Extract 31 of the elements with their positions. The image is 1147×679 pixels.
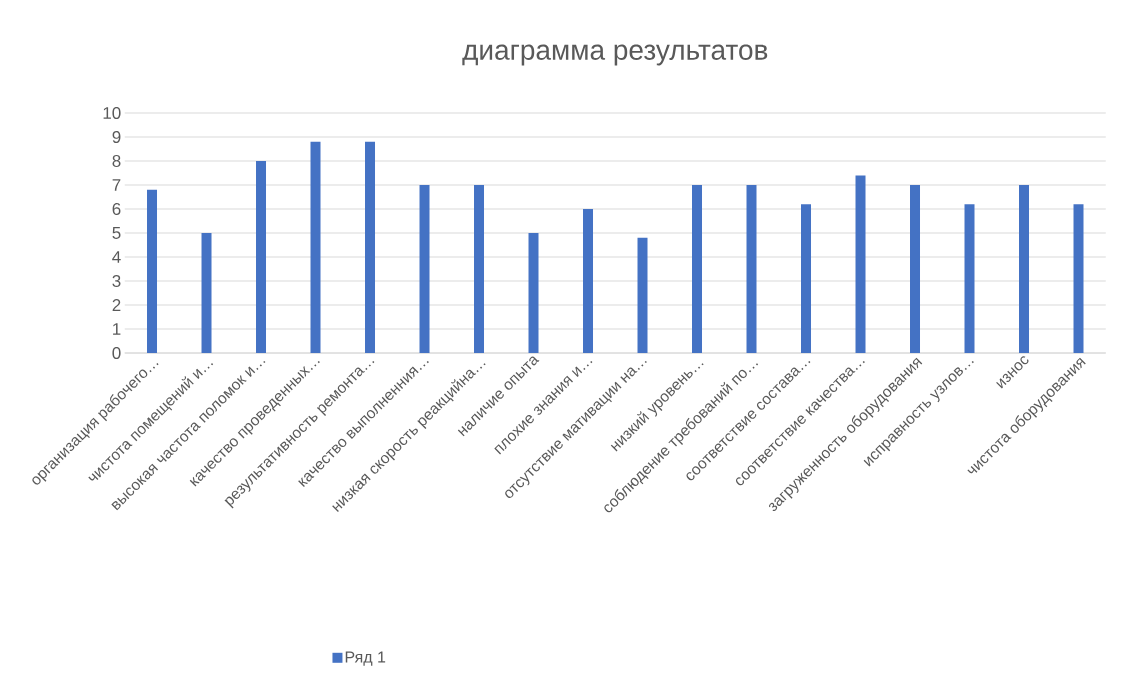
y-tick-label: 9 xyxy=(112,130,121,144)
bar xyxy=(746,184,757,353)
bar xyxy=(964,204,975,353)
bar xyxy=(147,189,158,353)
bar xyxy=(637,237,648,353)
bar xyxy=(256,160,267,353)
bar xyxy=(692,184,703,353)
bar xyxy=(474,184,485,353)
y-tick-label: 8 xyxy=(112,154,121,168)
bar xyxy=(583,208,594,353)
bar xyxy=(801,204,812,353)
chart-title: диаграмма результатов xyxy=(462,44,768,66)
y-tick-label: 6 xyxy=(112,202,121,216)
y-tick-label: 3 xyxy=(112,274,121,288)
bar xyxy=(419,184,430,353)
y-tick-label: 4 xyxy=(112,251,121,263)
bar xyxy=(1073,204,1084,353)
bar xyxy=(365,141,376,353)
y-tick-label: 5 xyxy=(112,227,121,239)
y-tick-label: 2 xyxy=(112,299,121,311)
bar xyxy=(310,141,321,353)
y-tick-label: 10 xyxy=(103,106,121,120)
bar xyxy=(855,175,866,353)
y-tick-label: 0 xyxy=(112,346,121,360)
bar xyxy=(910,184,921,353)
bar xyxy=(1019,184,1030,353)
y-tick-label: 1 xyxy=(113,323,121,335)
bar xyxy=(201,232,212,353)
bar xyxy=(528,232,539,353)
y-tick-label: 7 xyxy=(112,179,121,191)
legend-label: Ряд 1 xyxy=(345,651,386,666)
